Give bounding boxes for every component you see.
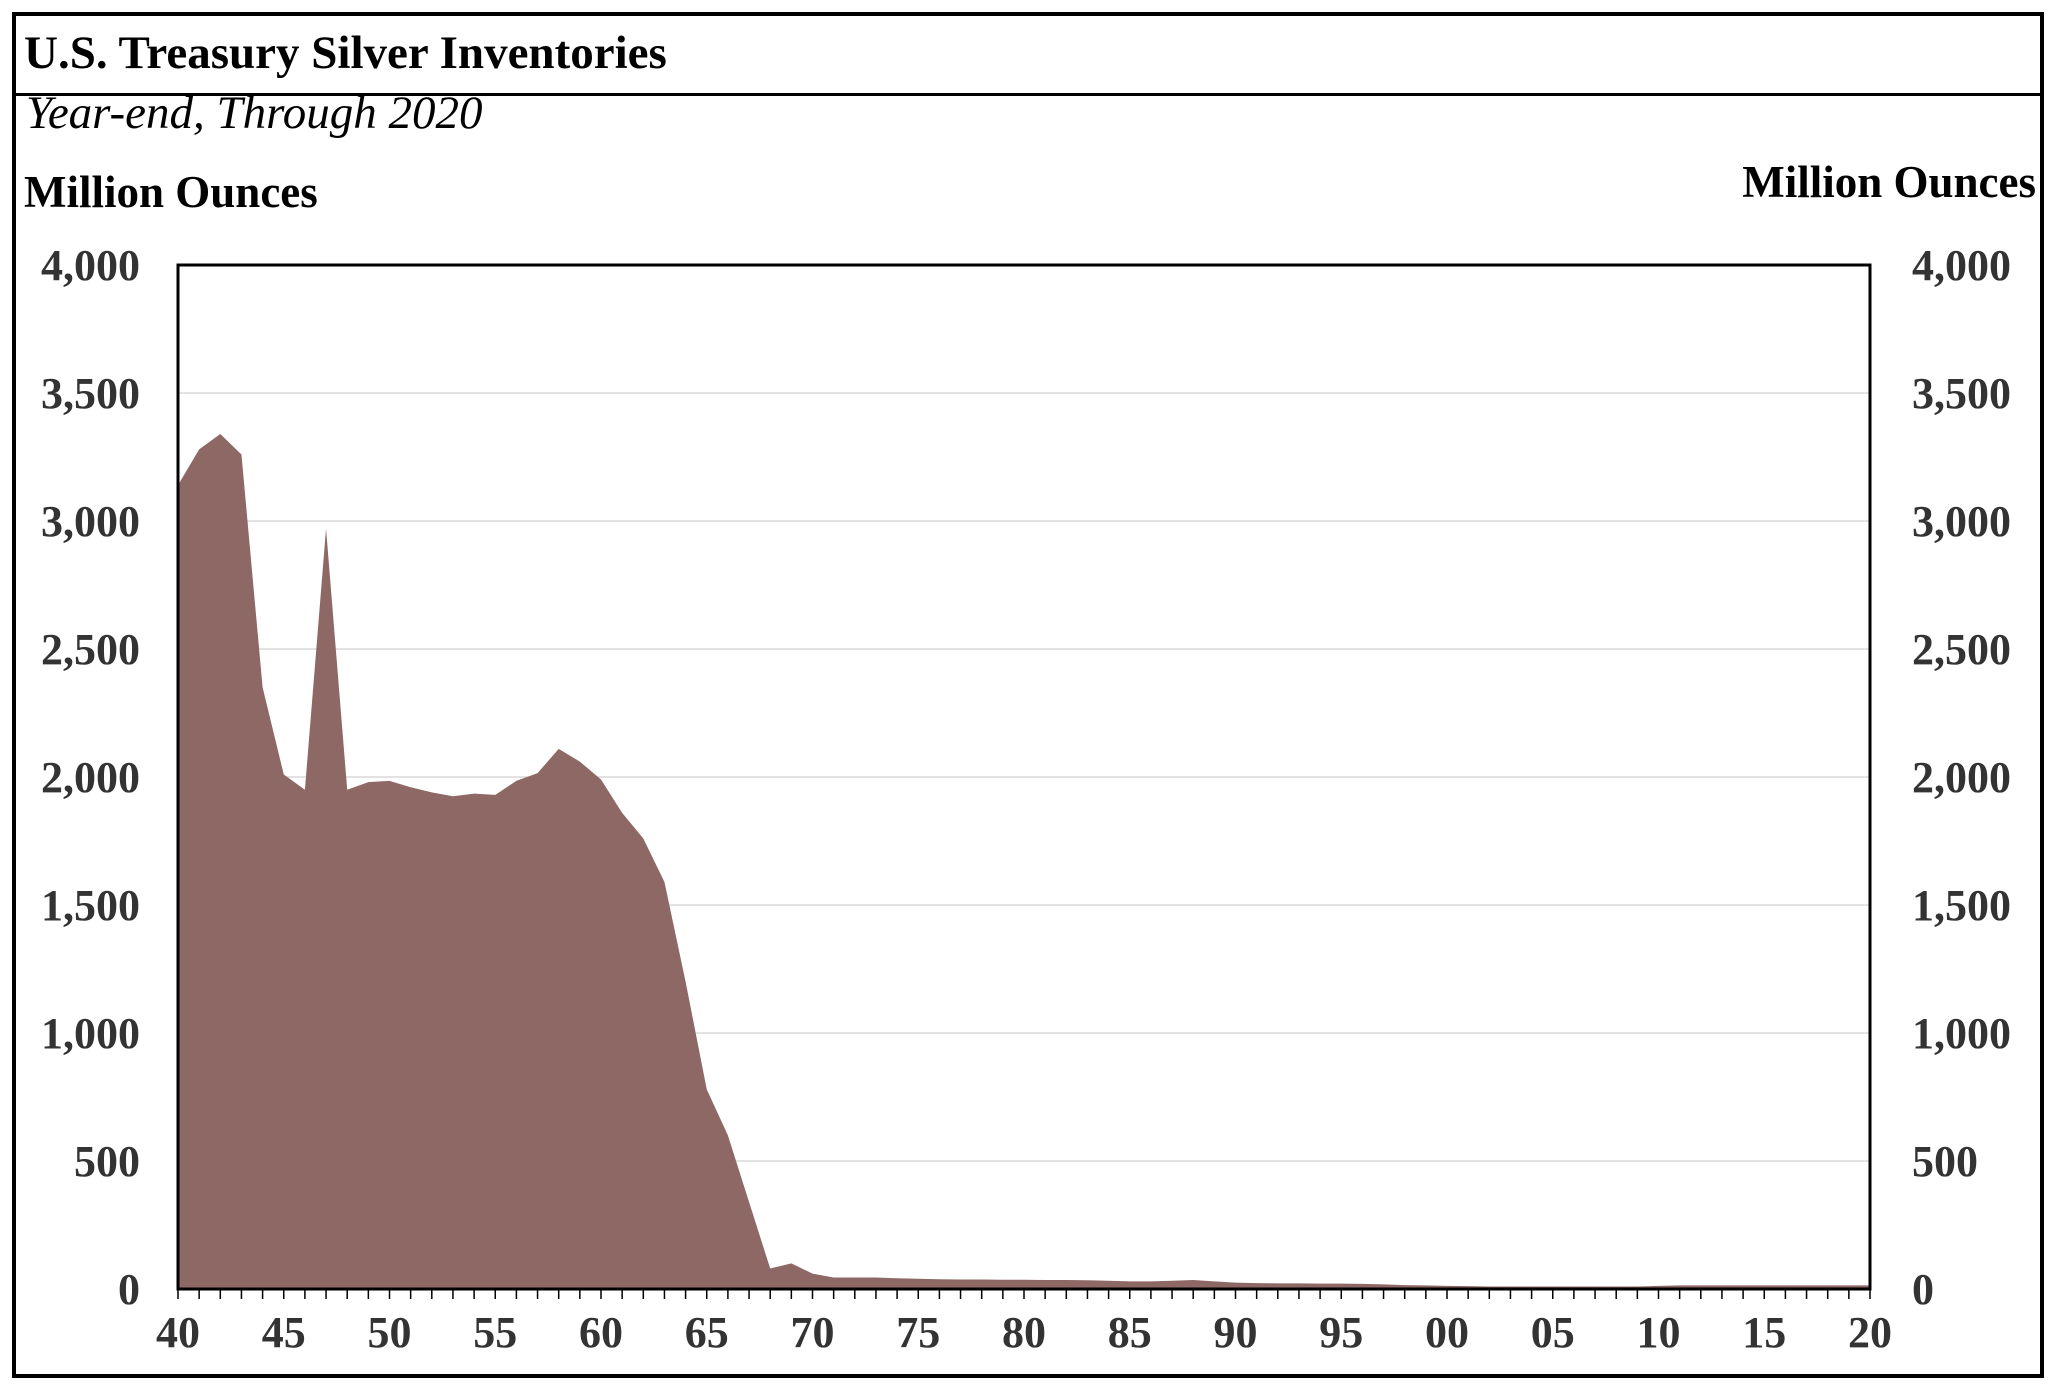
y-tick-label-right: 2,000 xyxy=(1912,753,2011,802)
x-tick-label: 90 xyxy=(1214,1308,1258,1357)
x-tick-label: 75 xyxy=(896,1308,940,1357)
y-tick-label-left: 2,500 xyxy=(41,625,140,674)
x-tick-label: 05 xyxy=(1531,1308,1575,1357)
y-tick-label-left: 4,000 xyxy=(41,241,140,290)
x-tick-label: 60 xyxy=(579,1308,623,1357)
x-tick-label: 70 xyxy=(791,1308,835,1357)
y-tick-label-left: 0 xyxy=(118,1265,140,1314)
y-tick-label-right: 3,500 xyxy=(1912,369,2011,418)
y-tick-label-right: 3,000 xyxy=(1912,497,2011,546)
y-axis-ticks-right: 0 500 1,000 1,500 2,000 2,500 3,000 3,500 4,000 xyxy=(1912,241,2011,1314)
x-axis-ticks: 40 45 50 55 60 65 70 75 80 85 90 95 00 05 10 15 20 xyxy=(156,1289,1892,1357)
gridlines xyxy=(178,392,1870,1162)
x-tick-label: 65 xyxy=(685,1308,729,1357)
y-tick-label-left: 1,500 xyxy=(41,881,140,930)
x-tick-label: 55 xyxy=(473,1308,517,1357)
x-tick-label: 00 xyxy=(1425,1308,1469,1357)
y-tick-label-left: 1,000 xyxy=(41,1009,140,1058)
y-tick-label-right: 0 xyxy=(1912,1265,1934,1314)
y-axis-ticks-left: 0 500 1,000 1,500 2,000 2,500 3,000 3,500 4,000 xyxy=(41,241,140,1314)
x-tick-label: 20 xyxy=(1848,1308,1892,1357)
y-tick-label-left: 3,500 xyxy=(41,369,140,418)
x-tick-label: 15 xyxy=(1742,1308,1786,1357)
y-tick-label-left: 2,000 xyxy=(41,753,140,802)
y-tick-label-right: 1,500 xyxy=(1912,881,2011,930)
x-tick-label: 50 xyxy=(368,1308,412,1357)
y-tick-label-left: 500 xyxy=(74,1137,140,1186)
y-tick-label-right: 2,500 xyxy=(1912,625,2011,674)
y-tick-label-right: 4,000 xyxy=(1912,241,2011,290)
x-tick-label: 40 xyxy=(156,1308,200,1357)
y-axis-label-left: Million Ounces xyxy=(24,167,318,217)
area-series xyxy=(178,433,1870,1290)
x-tick-label: 85 xyxy=(1108,1308,1152,1357)
x-tick-label: 95 xyxy=(1319,1308,1363,1357)
area-fill xyxy=(178,433,1870,1290)
title-divider xyxy=(12,93,2044,96)
y-tick-label-left: 3,000 xyxy=(41,497,140,546)
y-tick-label-right: 500 xyxy=(1912,1137,1978,1186)
y-axis-label-right: Million Ounces xyxy=(1742,157,2036,207)
x-tick-label: 10 xyxy=(1637,1308,1681,1357)
y-tick-label-right: 1,000 xyxy=(1912,1009,2011,1058)
x-tick-label: 45 xyxy=(262,1308,306,1357)
x-tick-label: 80 xyxy=(1002,1308,1046,1357)
chart-subtitle: Year-end, Through 2020 xyxy=(26,87,483,139)
chart-title: U.S. Treasury Silver Inventories xyxy=(24,27,667,79)
